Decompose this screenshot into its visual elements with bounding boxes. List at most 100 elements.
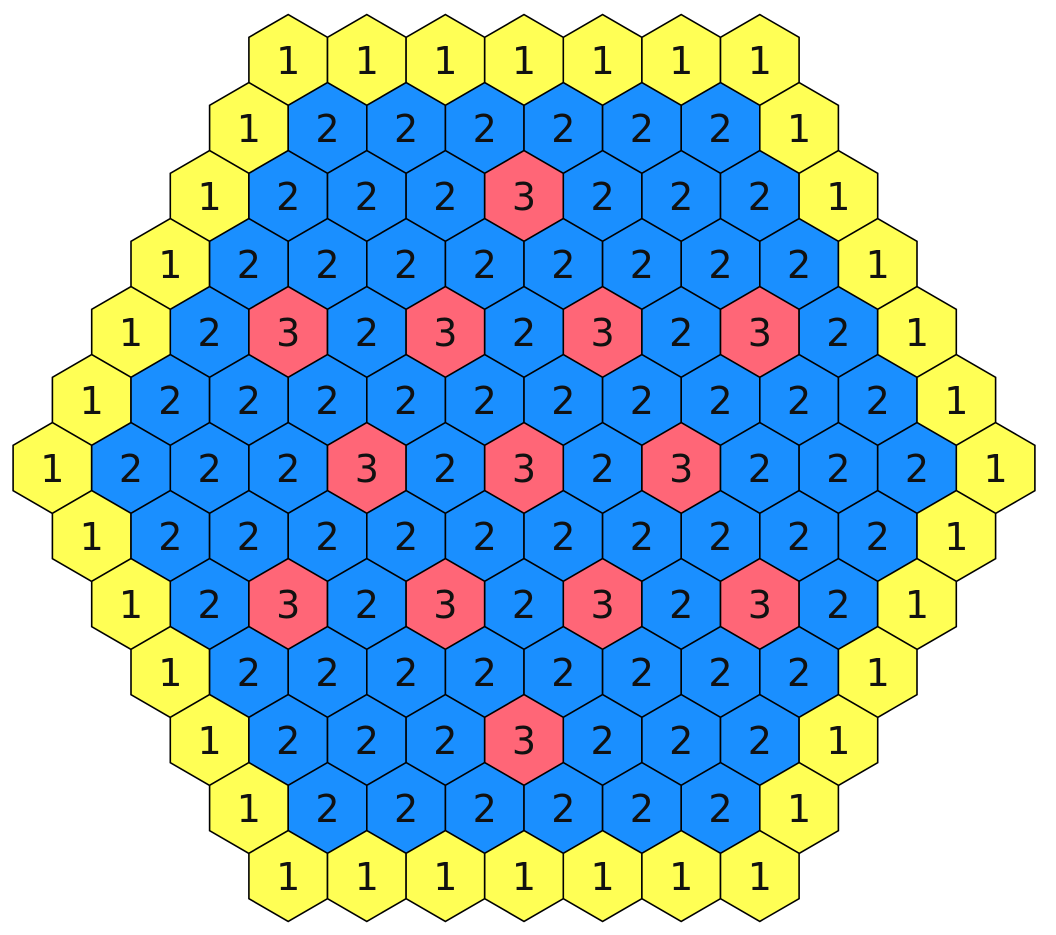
hex-cell-4-8: 3 [719,285,800,379]
hex-cell-1-3: 2 [444,81,525,175]
hex-label: 1 [433,39,457,83]
hex-label: 2 [237,379,261,423]
hex-label: 2 [708,515,732,559]
hex-label: 1 [944,379,968,423]
hex-cell-3-8: 2 [758,217,840,311]
hex-label: 2 [669,583,693,627]
hex-label: 1 [119,311,143,355]
hex-label: 1 [826,175,850,219]
hex-label: 3 [433,311,457,355]
hex-label: 2 [826,583,850,627]
hex-label: 2 [708,107,732,151]
hex-label: 2 [315,787,339,831]
hex-label: 2 [787,379,811,423]
hex-cell-12-1: 1 [326,829,407,923]
hex-label: 1 [826,719,850,763]
hex-label: 2 [473,243,497,287]
hex-cell-3-3: 2 [365,217,447,311]
hex-cell-5-3: 2 [287,353,368,447]
hex-label: 2 [433,719,457,763]
hex-label: 2 [394,243,418,287]
hex-cell-0-3: 1 [483,13,565,107]
hex-label: 2 [551,107,575,151]
hex-label: 1 [787,107,811,151]
hex-label: 3 [748,311,772,355]
hex-label: 1 [119,583,143,627]
hex-label: 2 [355,175,379,219]
hex-cell-10-5: 2 [562,693,643,787]
hex-cell-6-6: 3 [483,421,565,515]
hex-label: 2 [276,175,300,219]
hex-label: 2 [866,515,890,559]
hex-label: 1 [355,39,379,83]
hex-cell-6-7: 2 [562,421,643,515]
hex-label: 2 [315,107,339,151]
hex-shape [719,829,800,923]
hex-cell-2-1: 2 [248,149,329,243]
hex-label: 2 [551,651,575,695]
hex-cell-7-11: 1 [916,489,997,583]
hex-label: 1 [787,787,811,831]
hex-cell-3-5: 2 [523,217,604,311]
hex-label: 2 [394,515,418,559]
hex-cell-4-3: 2 [326,285,407,379]
hex-label: 1 [237,107,261,151]
hex-cell-12-6: 1 [719,829,800,923]
hex-label: 2 [630,515,654,559]
hex-label: 2 [866,379,890,423]
hex-label: 2 [669,719,693,763]
hex-label: 3 [591,311,615,355]
hex-cell-11-5: 2 [601,761,683,855]
hex-label: 2 [630,107,654,151]
hex-cell-6-4: 3 [326,421,407,515]
hex-label: 2 [394,787,418,831]
hex-label: 1 [669,39,693,83]
hex-label: 2 [198,447,222,491]
hex-label: 1 [866,243,890,287]
hex-cell-0-1: 1 [326,13,407,107]
hex-label: 2 [630,787,654,831]
hex-label: 2 [237,243,261,287]
hex-label: 2 [551,379,575,423]
hex-cell-11-4: 2 [523,761,604,855]
hex-cell-10-4: 3 [483,693,565,787]
hex-label: 2 [315,243,339,287]
hex-cell-1-2: 2 [365,81,447,175]
hex-label: 2 [512,311,536,355]
hex-label: 2 [669,311,693,355]
hex-cell-10-6: 2 [641,693,722,787]
hex-cell-6-8: 3 [641,421,722,515]
hex-cell-12-0: 1 [248,829,329,923]
hex-label: 2 [708,651,732,695]
hex-label: 2 [708,787,732,831]
hex-label: 2 [787,243,811,287]
hex-label: 3 [591,583,615,627]
hex-label: 2 [473,515,497,559]
hex-label: 1 [748,855,772,899]
hex-label: 1 [984,447,1008,491]
hex-label: 2 [237,651,261,695]
hex-label: 2 [473,107,497,151]
hex-label: 1 [198,719,222,763]
hex-label: 2 [826,447,850,491]
hex-label: 1 [512,39,536,83]
hex-label: 3 [669,447,693,491]
hex-cell-11-1: 2 [287,761,368,855]
hex-label: 1 [591,855,615,899]
hex-label: 1 [944,515,968,559]
hex-label: 2 [276,447,300,491]
hex-cell-7-3: 2 [287,489,368,583]
hex-label: 2 [119,447,143,491]
hex-label: 2 [630,243,654,287]
hex-cell-9-9: 1 [837,625,918,719]
hex-label: 2 [708,379,732,423]
hex-cell-4-10: 1 [876,285,958,379]
hex-cell-6-11: 2 [876,421,958,515]
hex-label: 2 [237,515,261,559]
hex-label: 3 [748,583,772,627]
hex-label: 2 [276,719,300,763]
hex-cell-6-2: 2 [169,421,250,515]
hex-cell-7-9: 2 [758,489,840,583]
hex-label: 2 [669,175,693,219]
hex-cell-5-5: 2 [444,353,525,447]
